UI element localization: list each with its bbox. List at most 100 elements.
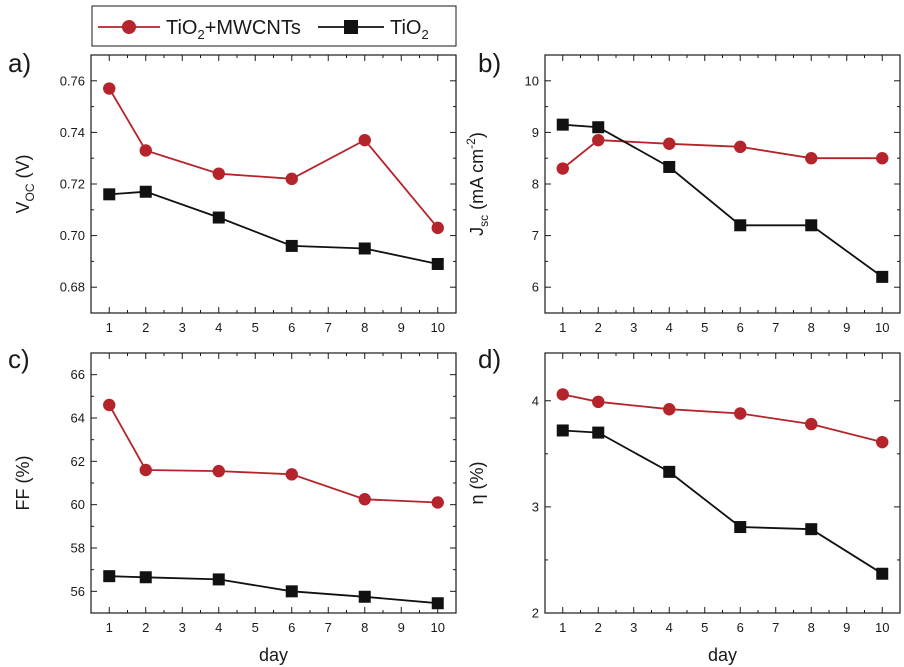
data-point [431,221,444,235]
data-point [592,121,605,134]
y-tick-label: 56 [71,584,85,599]
series-tio2 [103,185,444,270]
legend-label-base: TiO [166,17,197,39]
data-point [663,160,676,173]
y-axis-label: Jsc (mA cm-2) [464,132,491,236]
data-point [103,570,116,583]
y-tick-label: 7 [532,228,539,243]
series-line [562,123,883,278]
data-point [103,82,116,95]
y-tick-label: 0.76 [60,73,85,88]
y-tick-label: 2 [532,606,539,621]
series-tio2_mwcnt [103,398,444,509]
series-line [562,429,883,575]
x-tick-label: 2 [142,620,149,635]
data-point [805,417,818,431]
legend-label: TiO2+MWCNTs [166,17,301,42]
series-tio2_mwcnt [556,133,889,175]
x-tick-label: 6 [288,620,295,635]
x-tick-label: 5 [701,620,708,635]
panel-d: d) 1 2 3 4 5 6 7 8 9 10 2 3 4 η (%) day [467,344,901,665]
x-tick-label: 1 [559,620,566,635]
y-tick-label: 58 [71,541,85,556]
data-point [358,133,371,147]
x-tick-label: 10 [431,620,445,635]
data-point [663,465,676,478]
data-point [103,398,116,412]
data-point [876,152,889,165]
data-point [734,219,747,232]
y-tick-label: 4 [532,393,539,408]
plot-frame [544,352,901,614]
x-tick-label: 10 [875,620,889,635]
panel-letter: a) [8,48,31,78]
legend-box [91,5,457,47]
data-point [663,403,676,416]
x-axis-label: day [708,645,737,665]
data-point [876,270,889,283]
y-axis-label-base: V [13,201,33,213]
y-tick-label: 66 [71,367,85,382]
data-point [139,571,152,584]
x-tick-label: 8 [361,620,368,635]
series-line [562,139,883,170]
x-tick-label: 2 [595,620,602,635]
panel-letter: d) [478,344,501,374]
data-point [212,464,225,478]
data-point [805,152,818,165]
data-point [358,590,371,603]
data-point [556,424,569,437]
series-line [108,88,439,229]
data-point [734,521,747,534]
series-line [562,393,883,443]
y-tick-label: 6 [532,280,539,295]
data-point [663,137,676,150]
data-point [358,493,371,506]
y-axis-label-base: FF (%) [13,456,33,511]
data-point [139,185,152,198]
legend-label: TiO2 [390,17,429,42]
legend: TiO2+MWCNTs TiO2 [91,5,457,47]
y-tick-label: 0.74 [60,125,85,140]
data-point [431,257,444,270]
data-point [556,388,569,401]
x-tick-label: 3 [630,620,637,635]
y-tick-label: 62 [71,454,85,469]
data-point [556,162,569,175]
x-tick-label: 5 [252,320,259,335]
y-tick-label: 64 [71,411,85,426]
data-point [285,585,298,598]
legend-entry: TiO2 [318,17,429,42]
y-tick-label: 60 [71,497,85,512]
x-tick-label: 6 [737,320,744,335]
legend-label-sub: 2 [197,27,204,42]
x-tick-label: 5 [701,320,708,335]
data-point [285,239,298,252]
x-tick-label: 7 [325,320,332,335]
data-point [358,242,371,255]
x-tick-label: 8 [808,620,815,635]
data-point [592,426,605,439]
y-axis-label-sub: sc [477,215,491,227]
x-tick-label: 1 [559,320,566,335]
legend-label-suffix: +MWCNTs [205,17,301,39]
y-tick-label: 0.70 [60,228,85,243]
series-tio2 [556,424,889,580]
data-point [876,567,889,580]
x-tick-label: 3 [179,620,186,635]
x-tick-label: 7 [325,620,332,635]
data-point [734,407,747,420]
x-tick-label: 6 [737,620,744,635]
x-axis-label: day [259,645,288,665]
series-tio2_mwcnt [103,82,444,235]
y-axis-label-unit: (V) [13,154,33,183]
x-tick-label: 9 [843,620,850,635]
x-tick-label: 3 [179,320,186,335]
y-tick-label: 10 [525,73,539,88]
x-tick-label: 4 [215,620,222,635]
legend-label-base: TiO [390,17,421,39]
data-point [734,140,747,154]
y-axis-label-sub: OC [23,183,37,201]
y-axis-label: FF (%) [13,456,33,511]
